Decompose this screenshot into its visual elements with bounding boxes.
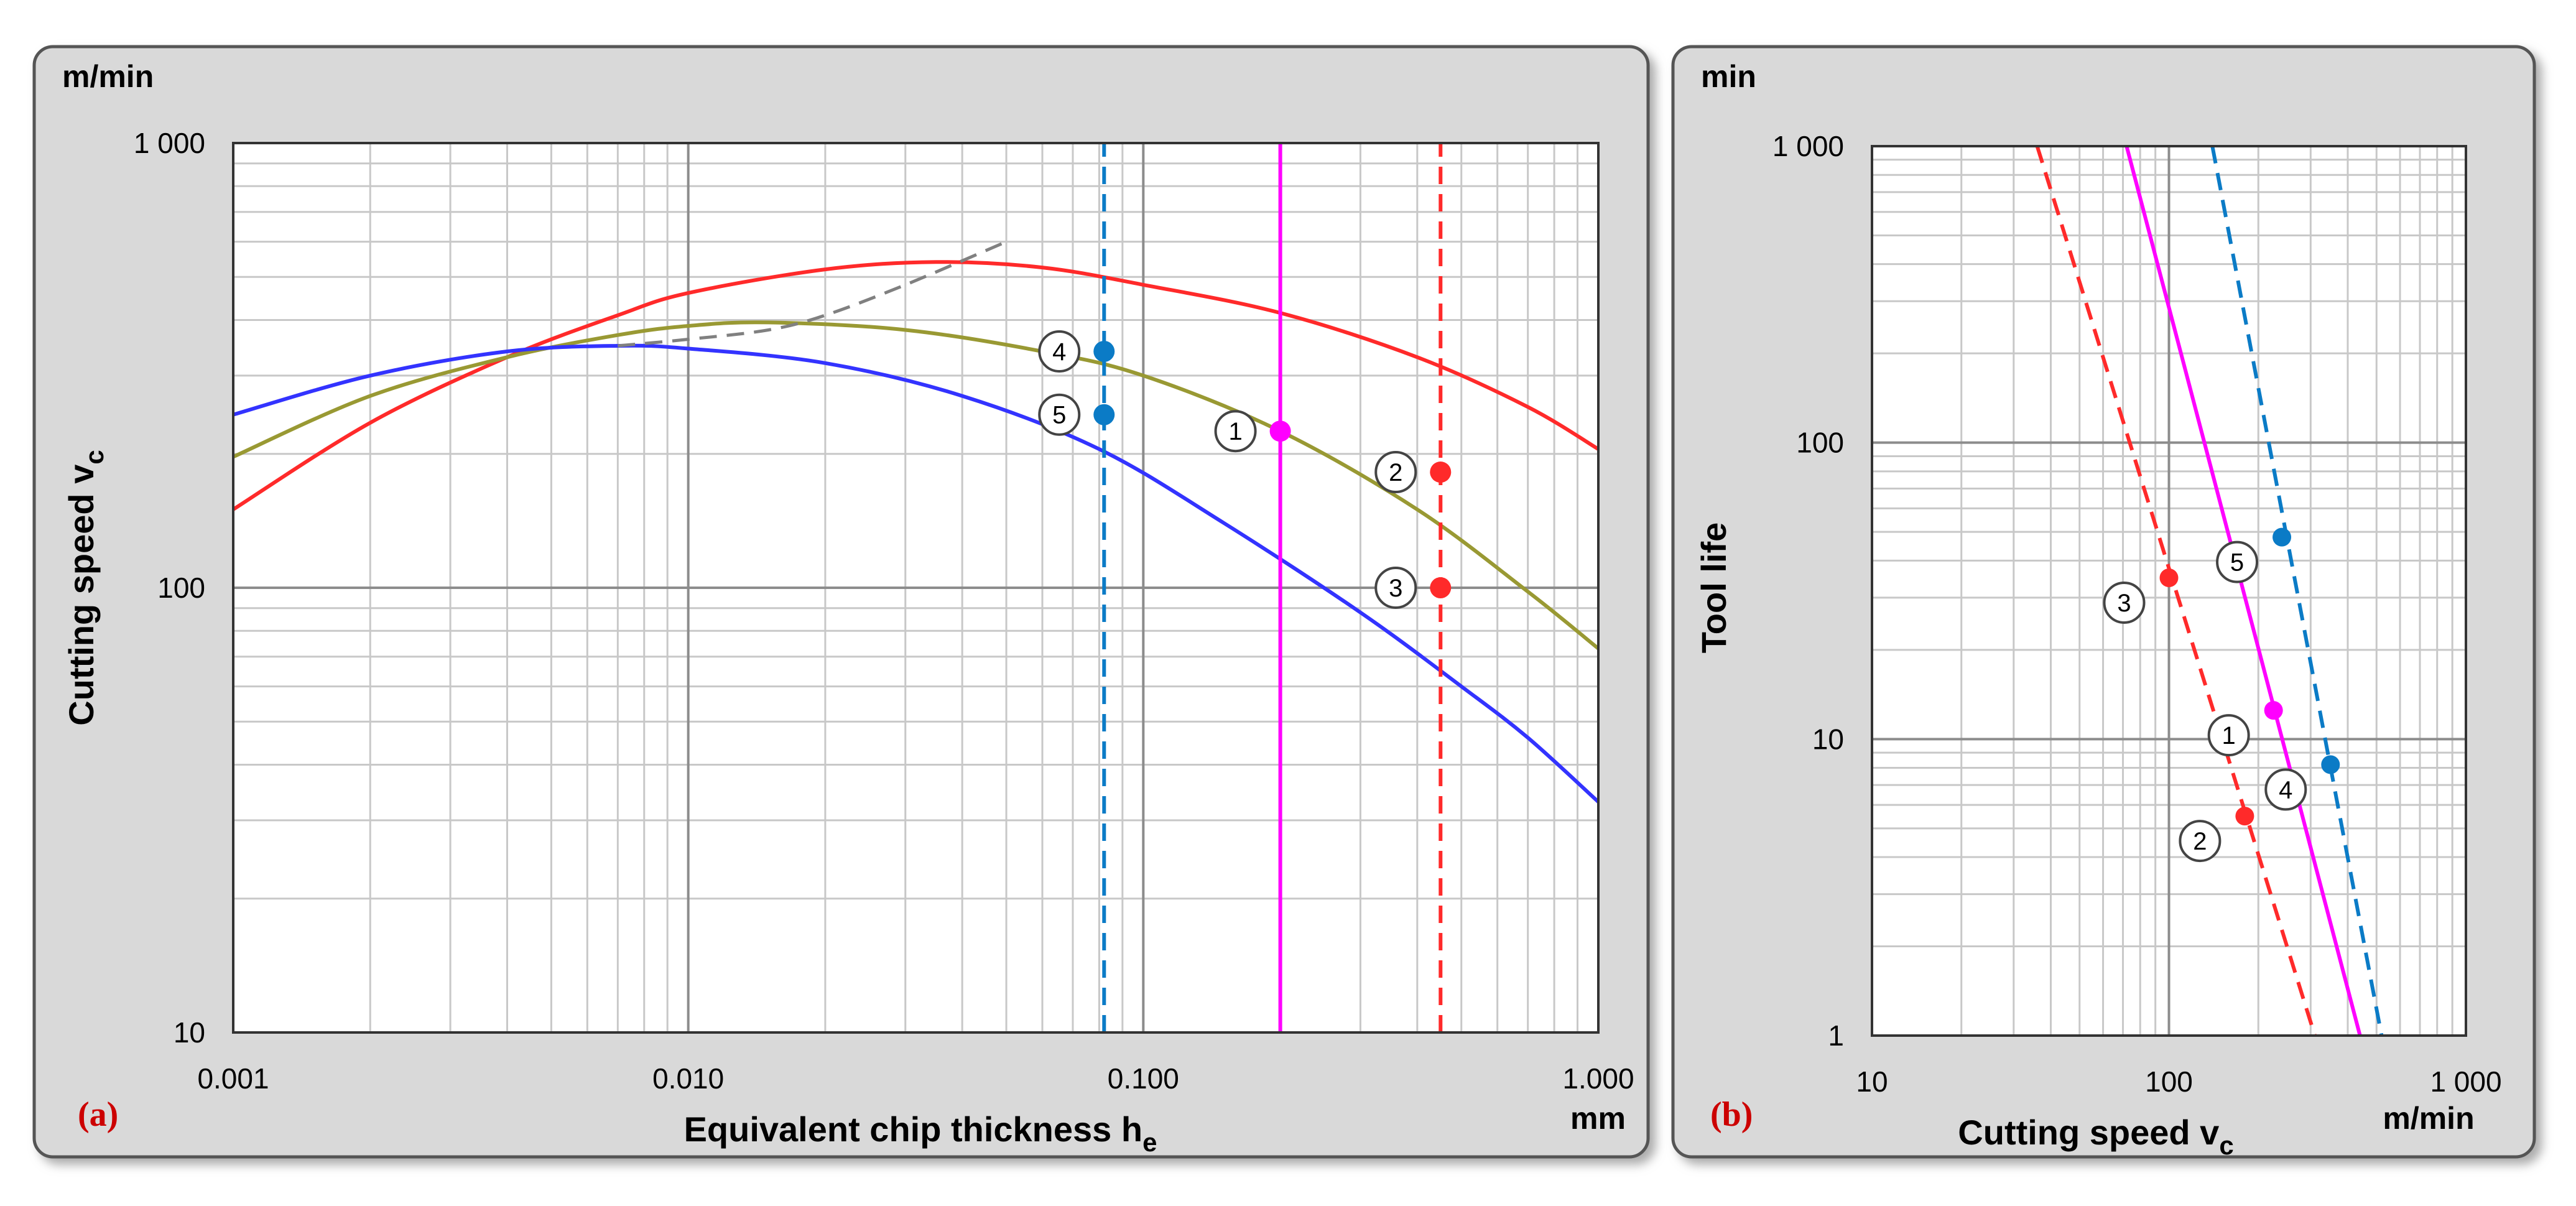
panel-b-series-red-0 [2035,146,2317,1036]
panel-b-series [2035,146,2384,1036]
panel-b-y-tick-label: 1 [1828,1019,1844,1052]
panel-a-series [232,143,1600,1032]
panel-a-tick-labels: 0.001 0.010 0.100 1.000 10 100 1 000 [134,127,1634,1095]
panel-b-marker-label-circle-1 [2207,714,2250,757]
panel-a-x-axis-title-subscript: e [1142,1128,1157,1157]
panel-a-marker-label-circle-1 [1214,410,1257,453]
panel-b-x-axis-title-subscript: c [2219,1131,2233,1160]
panel-b-marker-label-5: 5 [2230,549,2244,577]
panel-a-series-gray_dashed-3 [618,240,1008,348]
panel-a-series-olive-1 [232,320,1600,651]
panel-b-tick-labels: 10 100 1 000 1 10 100 1 000 [1772,130,2502,1098]
panel-b-grid [1871,145,2467,1037]
panel-b-marker-label-circle-5 [2216,540,2259,583]
panel-b-x-axis-title-main: Cutting speed v [1958,1113,2219,1152]
panel-a-y-tick-label: 10 [174,1016,205,1049]
panel-a-marker-1 [1269,420,1291,442]
panel-a-y-tick-label: 1 000 [134,127,205,159]
panel-b-y-axis-title: Tool life [1694,522,1733,654]
panel-b-marker-label-2: 2 [2193,828,2207,855]
panel-a-marker-label-4: 4 [1052,338,1066,366]
panel-a-marker-3 [1430,577,1452,598]
panel-a: 1 2 3 4 5 0.001 0.010 0.100 1.000 10 100 1 000 m/m… [32,45,1650,1159]
panel-a-y-axis-title-subscript: c [80,450,109,464]
panel-b-markers: 1 2 3 4 5 [2103,527,2340,863]
panel-b-y-tick-label: 10 [1812,723,1844,755]
panel-b-marker-label-4: 4 [2279,776,2292,804]
panel-b-marker-label-1: 1 [2222,722,2236,749]
panel-a-y-axis-title: Cutting speed vc [62,450,109,725]
panel-a-marker-label-circle-2 [1374,451,1417,494]
panel-b-marker-3 [2159,568,2179,587]
panel-a-label: (a) [78,1095,118,1134]
panel-b-x-tick-label: 10 [1856,1065,1888,1098]
panel-b-y-unit: min [1701,59,1756,94]
panel-b-marker-5 [2273,527,2292,547]
panel-a-marker-label-circle-5 [1038,393,1081,436]
panel-b-x-tick-label: 100 [2145,1065,2193,1098]
panel-b-y-tick-label: 100 [1796,427,1844,459]
panel-a-marker-5 [1093,404,1115,425]
panel-a-x-tick-label: 0.001 [197,1062,269,1095]
panel-b-y-tick-label: 1 000 [1772,130,1844,162]
panel-a-x-tick-label: 0.010 [652,1062,724,1095]
panel-a-y-tick-label: 100 [157,572,205,604]
panel-a-y-unit: m/min [62,59,154,94]
panel-b-series-magenta-1 [2124,146,2362,1036]
panel-b-marker-label-circle-3 [2103,581,2146,624]
panel-a-marker-2 [1430,462,1452,483]
panel-b-x-tick-label: 1 000 [2430,1065,2501,1098]
panel-a-x-axis-title-main: Equivalent chip thickness h [684,1110,1143,1149]
panel-a-marker-label-3: 3 [1389,575,1402,602]
panel-b-marker-4 [2321,755,2340,774]
panel-b-marker-label-circle-2 [2179,820,2222,863]
panel-a-marker-label-circle-4 [1038,330,1081,373]
panel-b-marker-label-circle-4 [2264,768,2307,811]
panel-a-marker-label-5: 5 [1052,402,1066,429]
panel-b-x-unit: m/min [2383,1101,2474,1136]
panel-b-plot-frame [1871,145,2467,1037]
panel-b-marker-1 [2264,701,2283,720]
panel-b-marker-label-3: 3 [2117,590,2131,617]
panel-a-x-tick-label: 1.000 [1562,1062,1634,1095]
panel-a-x-axis-title: Equivalent chip thickness he [684,1110,1157,1157]
panel-a-marker-4 [1093,340,1115,362]
panel-a-series-red-0 [232,260,1600,511]
panel-a-x-unit: mm [1570,1101,1626,1136]
panel-b: 1 2 3 4 5 10 100 1 000 1 10 100 1 000 min m/min Cu… [1671,45,2536,1160]
panel-b-series-cyan_dashed-2 [2210,146,2384,1036]
panel-a-marker-label-2: 2 [1389,459,1402,486]
panel-a-markers: 1 2 3 4 5 [1038,330,1452,609]
panel-a-marker-label-circle-3 [1374,567,1417,609]
panel-b-label: (b) [1710,1095,1753,1134]
panel-a-y-axis-title-main: Cutting speed v [62,465,101,726]
panel-a-plot-frame [232,142,1600,1034]
panel-b-x-axis-title: Cutting speed vc [1958,1113,2233,1160]
panel-a-x-tick-label: 0.100 [1108,1062,1179,1095]
panel-b-marker-2 [2235,807,2254,826]
panel-a-marker-label-1: 1 [1228,418,1242,445]
